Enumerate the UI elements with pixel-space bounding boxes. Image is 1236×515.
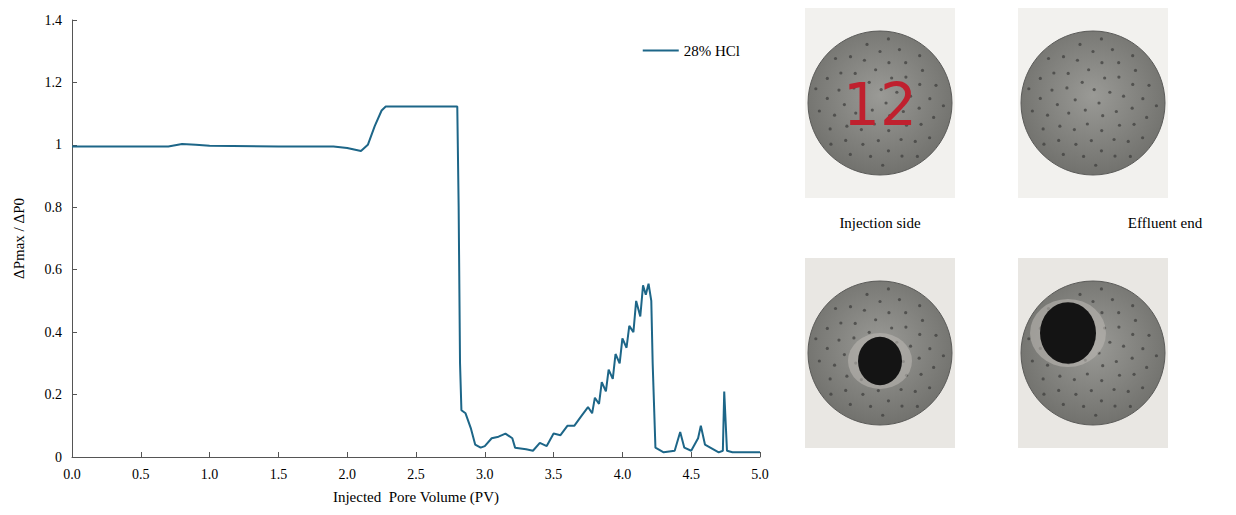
svg-text:2.5: 2.5 xyxy=(407,467,425,482)
svg-text:1.0: 1.0 xyxy=(201,467,219,482)
svg-text:0.2: 0.2 xyxy=(45,387,63,402)
svg-text:2.0: 2.0 xyxy=(338,467,356,482)
svg-text:Injected Pore Volume (PV): Injected Pore Volume (PV) xyxy=(333,489,499,506)
svg-text:28% HCl: 28% HCl xyxy=(684,43,740,59)
svg-text:Injection side: Injection side xyxy=(839,215,921,231)
svg-text:12: 12 xyxy=(843,71,917,139)
svg-text:4.0: 4.0 xyxy=(614,467,632,482)
svg-text:3.0: 3.0 xyxy=(476,467,494,482)
svg-text:0.5: 0.5 xyxy=(132,467,150,482)
svg-text:3.5: 3.5 xyxy=(545,467,563,482)
svg-text:0.6: 0.6 xyxy=(45,262,63,277)
svg-text:1: 1 xyxy=(55,137,62,152)
svg-text:1.2: 1.2 xyxy=(45,75,63,90)
svg-text:Effluent end: Effluent end xyxy=(1128,215,1203,231)
svg-text:4.5: 4.5 xyxy=(682,467,700,482)
svg-text:1.4: 1.4 xyxy=(45,13,63,28)
svg-text:5.0: 5.0 xyxy=(751,467,769,482)
svg-text:ΔPmax / ΔP0: ΔPmax / ΔP0 xyxy=(11,198,27,279)
svg-text:0.4: 0.4 xyxy=(45,325,63,340)
svg-text:1.5: 1.5 xyxy=(270,467,288,482)
svg-text:0.8: 0.8 xyxy=(45,200,63,215)
svg-text:0.0: 0.0 xyxy=(63,467,81,482)
svg-text:0: 0 xyxy=(55,450,62,465)
